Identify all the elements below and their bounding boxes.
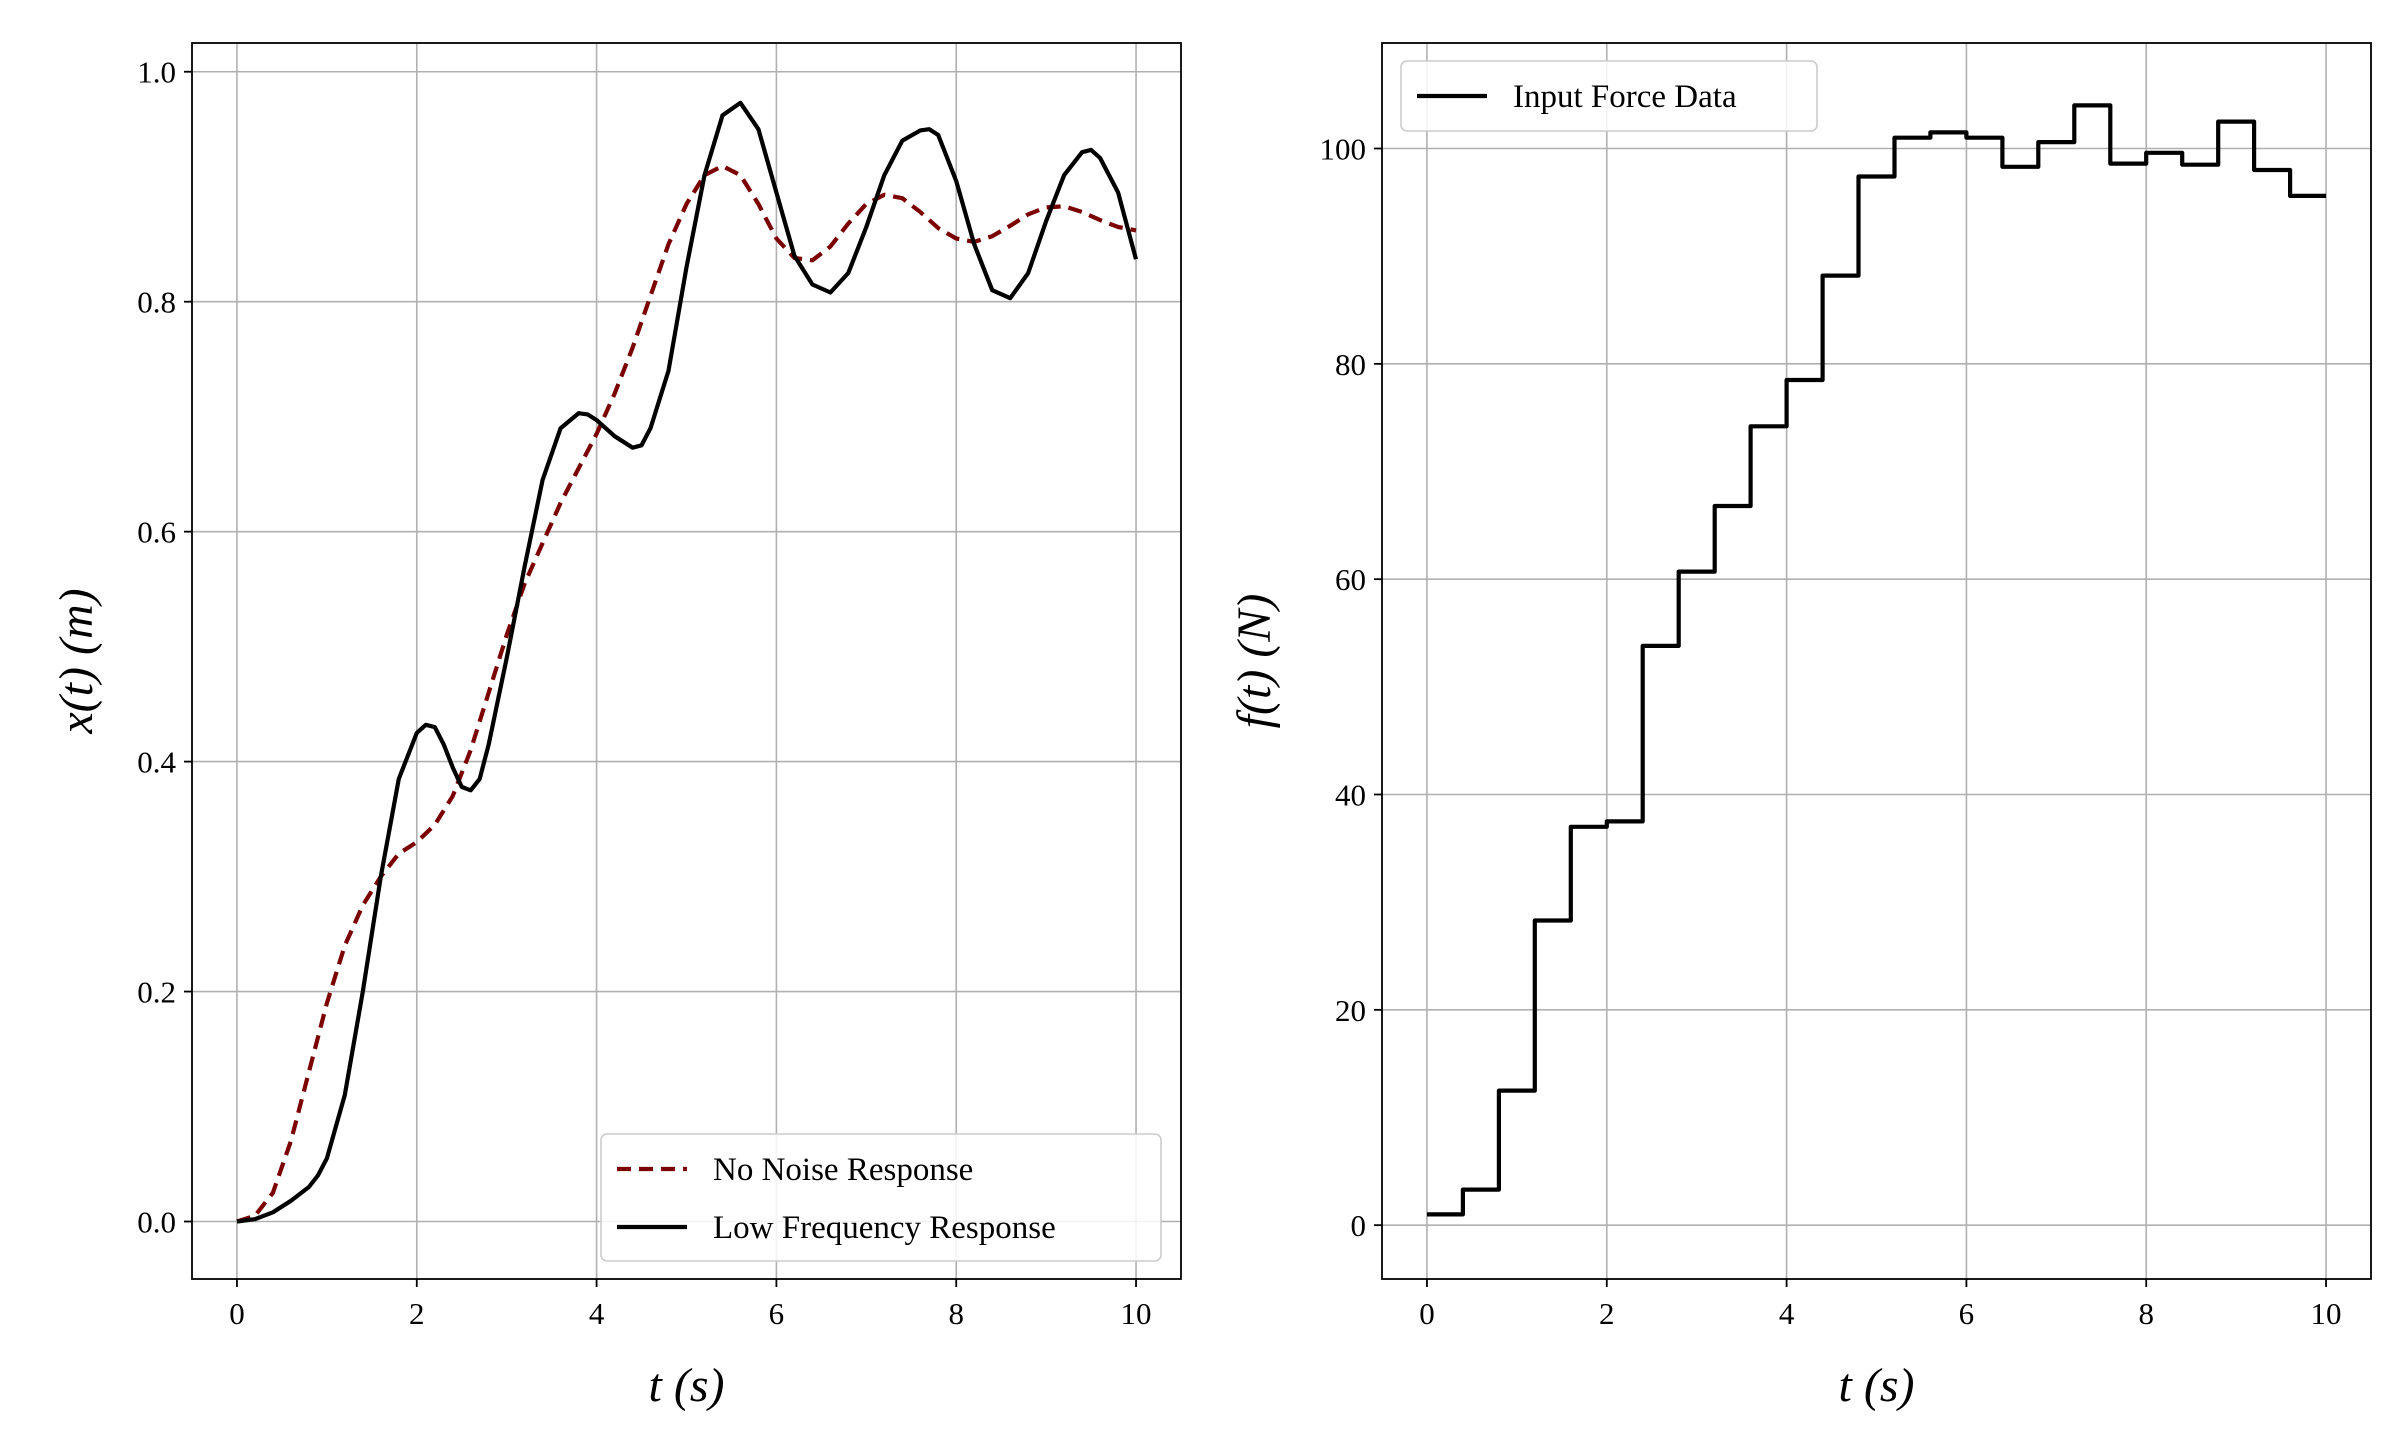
x-tick-label: 6: [1959, 1296, 1975, 1331]
series-line-0: [1427, 103, 2326, 1217]
x-tick-label: 0: [229, 1296, 245, 1331]
y-tick-label: 20: [1335, 993, 1366, 1028]
x-tick-label: 4: [1779, 1296, 1795, 1331]
grid: [1382, 43, 2371, 1279]
legend-box: [1400, 60, 1818, 132]
x-tick-label: 8: [2138, 1296, 2154, 1331]
x-tick-label: 0: [1419, 1296, 1435, 1331]
legend-box: [600, 1133, 1162, 1262]
series-group: [236, 100, 1139, 1224]
legend: No Noise Response Low Frequency Response: [600, 1133, 1162, 1262]
legend: Input Force Data: [1400, 60, 1818, 132]
x-tick-label: 10: [1121, 1296, 1152, 1331]
y-tick-label: 40: [1335, 778, 1366, 813]
y-tick-label: 0.8: [137, 285, 176, 320]
y-tick-label: 60: [1335, 562, 1366, 597]
left-chart: 0 2 4 6 8 10 0.0 0.2 0.4 0.6 0.8 1.0 t (s) x(t) (m) No…: [50, 42, 1182, 1412]
series-line-1: [236, 100, 1139, 1224]
y-tick-label: 0.0: [137, 1205, 176, 1240]
legend-label-1: Low Frequency Response: [713, 1210, 1056, 1246]
y-tick-label: 1.0: [137, 55, 176, 90]
ticks: 0 2 4 6 8 10 0.0 0.2 0.4 0.6 0.8 1.0: [137, 55, 1151, 1331]
y-axis-label: x(t) (m): [50, 588, 103, 734]
grid: [192, 43, 1181, 1279]
y-tick-label: 80: [1335, 347, 1366, 382]
y-tick-label: 0.2: [137, 975, 176, 1010]
legend-label-0: Input Force Data: [1513, 79, 1737, 115]
series-line-0: [236, 163, 1137, 1224]
x-tick-label: 2: [409, 1296, 425, 1331]
y-tick-label: 0.4: [137, 745, 176, 780]
plot-frame: [1381, 42, 2372, 1280]
plot-frame: [191, 42, 1182, 1280]
x-axis-label: t (s): [1839, 1359, 1915, 1412]
x-tick-label: 6: [769, 1296, 785, 1331]
y-tick-label: 0.6: [137, 515, 176, 550]
y-tick-label: 0: [1351, 1208, 1367, 1243]
x-tick-label: 4: [589, 1296, 605, 1331]
y-tick-label: 100: [1320, 132, 1367, 167]
x-tick-label: 8: [948, 1296, 964, 1331]
x-tick-label: 2: [1599, 1296, 1615, 1331]
legend-label-0: No Noise Response: [713, 1152, 973, 1188]
y-axis-label: f(t) (N): [1228, 594, 1281, 729]
x-axis-label: t (s): [649, 1359, 725, 1412]
x-tick-label: 10: [2311, 1296, 2342, 1331]
series-group: [1427, 103, 2326, 1217]
